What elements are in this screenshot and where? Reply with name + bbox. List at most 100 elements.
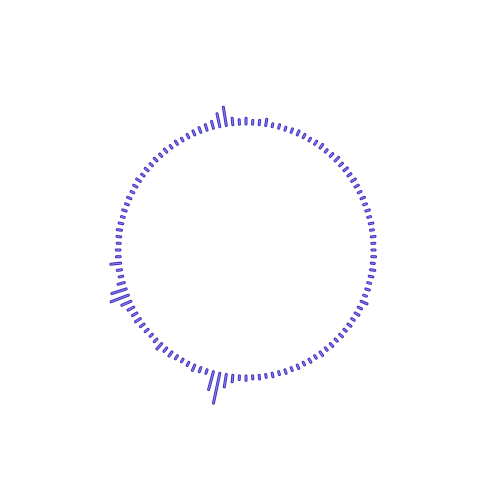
- spectrum-bar-highlight: [210, 120, 214, 129]
- spectrum-bar-highlight: [324, 347, 328, 351]
- spectrum-bar-highlight: [198, 127, 202, 133]
- spectrum-bar-highlight: [141, 173, 145, 177]
- spectrum-bar-highlight: [290, 128, 294, 133]
- spectrum-bar-highlight: [329, 343, 334, 347]
- spectrum-bar-highlight: [121, 300, 132, 306]
- spectrum-bar-highlight: [271, 123, 274, 128]
- spectrum-bar-highlight: [144, 167, 149, 172]
- spectrum-bar-highlight: [124, 203, 129, 206]
- spectrum-bar-highlight: [347, 173, 352, 177]
- spectrum-bar-highlight: [290, 367, 293, 372]
- spectrum-bar-highlight: [278, 371, 280, 376]
- spectrum-bar-highlight: [204, 124, 208, 131]
- spectrum-bar-highlight: [271, 372, 274, 378]
- spectrum-bar-highlight: [302, 361, 306, 366]
- spectrum-bar-highlight: [191, 364, 196, 371]
- spectrum-bar-highlight: [180, 358, 184, 363]
- spectrum-bar-highlight: [122, 209, 127, 212]
- spectrum-bar-highlight: [153, 338, 158, 343]
- spectrum-bar-highlight: [363, 203, 368, 206]
- spectrum-bar-highlight: [130, 190, 135, 194]
- spectrum-bar-highlight: [368, 275, 374, 278]
- spectrum-bar-highlight: [367, 216, 372, 218]
- spectrum-bar-highlight: [369, 269, 376, 271]
- spectrum-bar-highlight: [163, 148, 168, 153]
- spectrum-bar-highlight: [126, 196, 132, 200]
- spectrum-bar-highlight: [144, 328, 149, 333]
- spectrum-bar-highlight: [334, 338, 338, 342]
- spectrum-bar-highlight: [339, 333, 343, 338]
- spectrum-bar-highlight: [216, 113, 221, 128]
- spectrum-bar-highlight: [365, 209, 370, 212]
- spectrum-bar-highlight: [363, 294, 368, 297]
- spectrum-bar-highlight: [351, 178, 356, 182]
- spectrum-bar-highlight: [116, 269, 123, 271]
- spectrum-bar-highlight: [284, 369, 287, 374]
- spectrum-bar-highlight: [180, 137, 184, 142]
- spectrum-bar-highlight: [343, 328, 347, 332]
- spectrum-bar-highlight: [339, 162, 343, 167]
- spectrum-bar-highlight: [329, 153, 334, 157]
- spectrum-bar-highlight: [168, 351, 173, 357]
- spectrum-bar-highlight: [222, 106, 227, 127]
- spectrum-bar-highlight: [360, 300, 368, 305]
- spectrum-bar-highlight: [131, 312, 138, 317]
- spectrum-bar-highlight: [156, 343, 163, 350]
- spectrum-bar-highlight: [368, 222, 374, 225]
- spectrum-bar-highlight: [357, 190, 362, 194]
- spectrum-bar-highlight: [308, 358, 312, 363]
- spectrum-bar-highlight: [136, 178, 141, 182]
- spectrum-bar-highlight: [354, 312, 360, 316]
- spectrum-bar-highlight: [174, 140, 178, 145]
- spectrum-bars: [109, 105, 378, 405]
- spectrum-bar-highlight: [347, 323, 352, 327]
- spectrum-bar-highlight: [354, 184, 359, 188]
- spectrum-bar-highlight: [111, 288, 127, 295]
- spectrum-bar-highlight: [296, 130, 300, 136]
- spectrum-bar-highlight: [116, 229, 123, 231]
- spectrum-bar-highlight: [169, 145, 173, 149]
- spectrum-bar-highlight: [153, 157, 158, 162]
- spectrum-bar-highlight: [302, 133, 306, 139]
- spectrum-bar-highlight: [186, 133, 190, 139]
- spectrum-bar-highlight: [231, 374, 234, 383]
- spectrum-bar-highlight: [223, 373, 227, 388]
- spectrum-bar-highlight: [284, 126, 287, 131]
- spectrum-bar-highlight: [192, 130, 196, 136]
- spectrum-bar-highlight: [149, 333, 153, 337]
- spectrum-bar-highlight: [149, 163, 153, 167]
- spectrum-bar-highlight: [308, 137, 312, 142]
- spectrum-bar-highlight: [118, 275, 124, 278]
- spectrum-bar-highlight: [208, 371, 214, 391]
- spectrum-bar-highlight: [265, 118, 268, 127]
- spectrum-bar-highlight: [212, 372, 221, 404]
- spectrum-bar-highlight: [133, 184, 138, 188]
- spectrum-bar-highlight: [163, 347, 168, 352]
- spectrum-bar-highlight: [118, 222, 124, 225]
- spectrum-bar-highlight: [205, 369, 208, 374]
- spectrum-bar-highlight: [296, 364, 300, 370]
- spectrum-bar-highlight: [110, 294, 129, 303]
- spectrum-bar-highlight: [139, 323, 145, 328]
- spectrum-bar-highlight: [127, 306, 135, 311]
- spectrum-bar-highlight: [319, 351, 324, 357]
- spectrum-bar-highlight: [360, 196, 366, 200]
- spectrum-bar-highlight: [231, 117, 234, 126]
- spectrum-bar-highlight: [117, 282, 125, 285]
- spectrum-bar-highlight: [186, 361, 190, 367]
- spectrum-bar-highlight: [334, 156, 340, 162]
- spectrum-bar-highlight: [314, 355, 317, 359]
- spectrum-bar-highlight: [319, 143, 324, 149]
- spectrum-bar-highlight: [174, 355, 178, 360]
- spectrum-bar-highlight: [110, 262, 122, 265]
- spectrum-bar-highlight: [367, 282, 372, 284]
- spectrum-bar-highlight: [324, 149, 328, 153]
- spectrum-bar-highlight: [351, 318, 355, 321]
- spectrum-bar-highlight: [159, 153, 163, 157]
- spectrum-bar-highlight: [198, 367, 202, 373]
- spectrum-bar-highlight: [365, 288, 370, 291]
- spectrum-bar-highlight: [314, 140, 318, 145]
- spectrum-bar-highlight: [357, 306, 363, 310]
